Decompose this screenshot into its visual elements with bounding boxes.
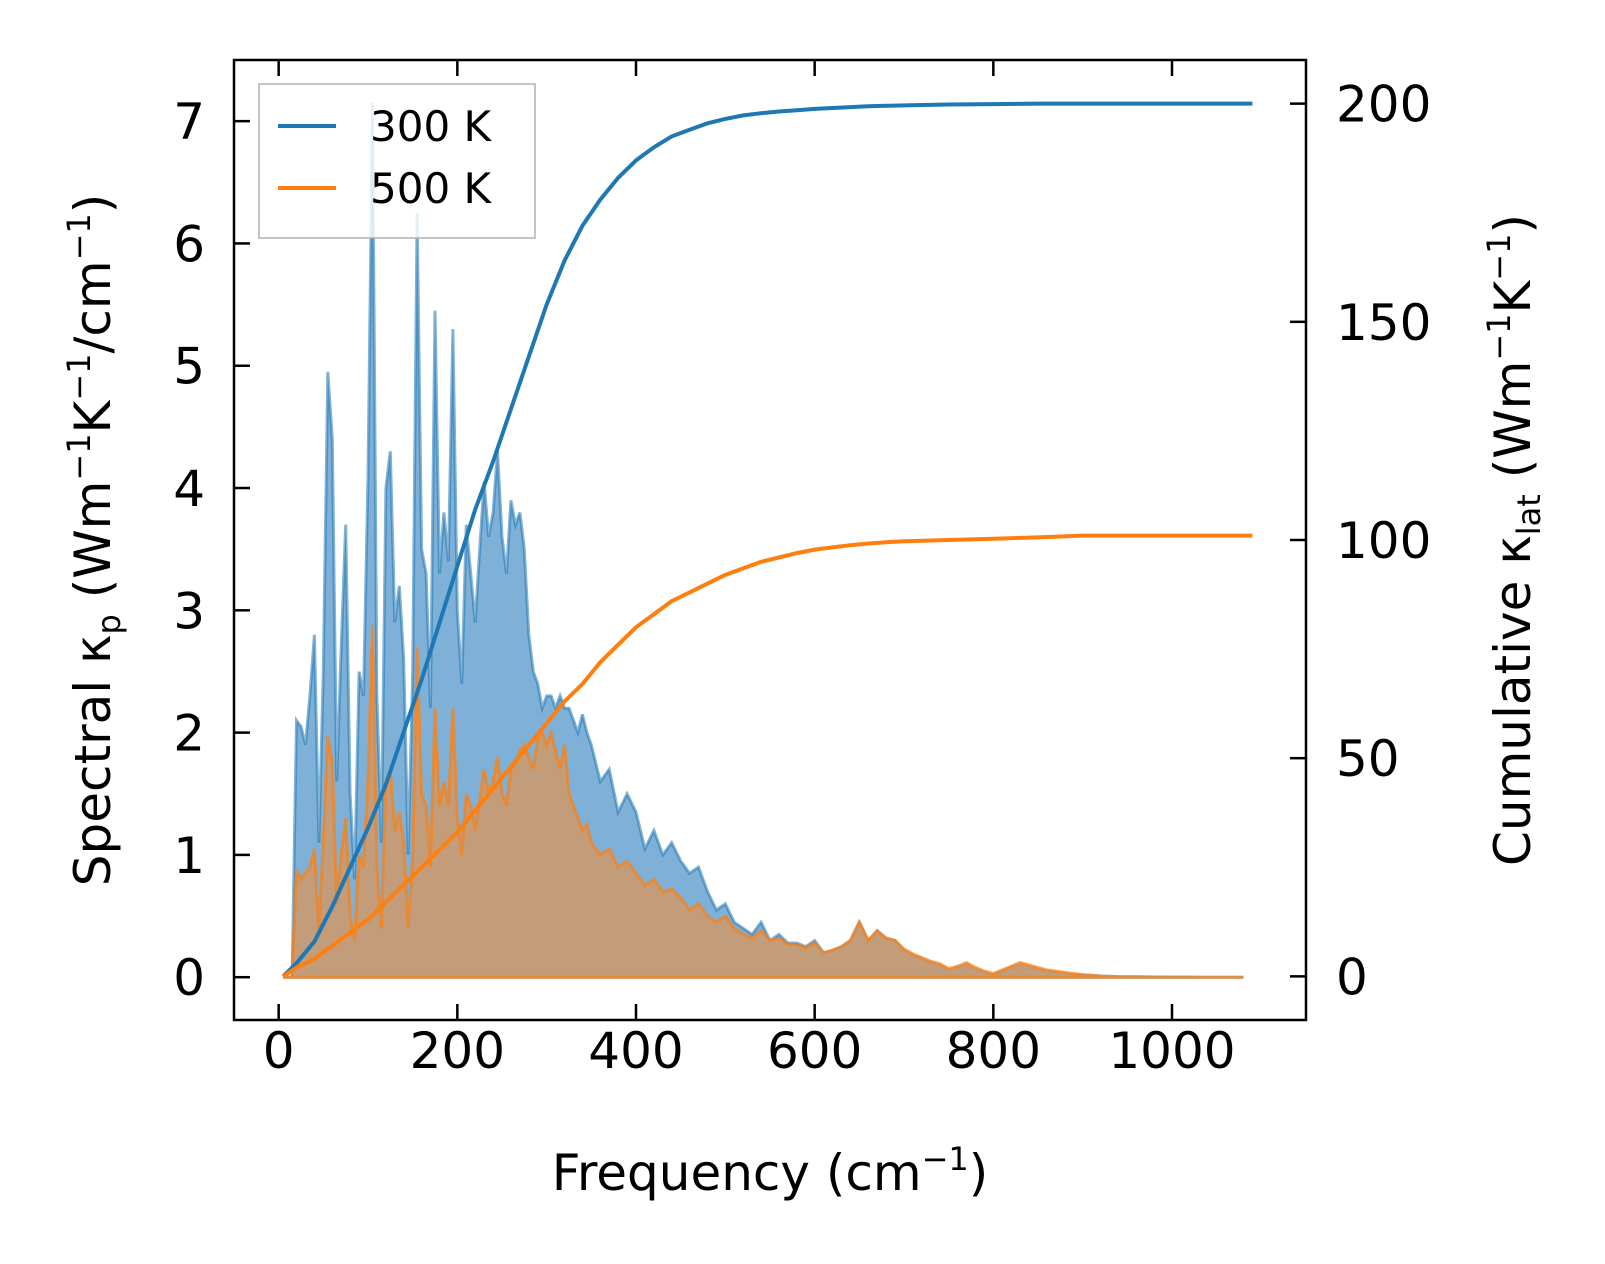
y-left-tick-label: 5	[173, 338, 205, 396]
cumulative-line-300K	[281, 101, 1253, 978]
x-tick-label: 1000	[1108, 1022, 1235, 1080]
cumulative-line-500K	[282, 533, 1253, 979]
cumulative-lines	[281, 101, 1253, 979]
y-left-tick-label: 1	[173, 827, 205, 885]
y-left-axis-title: Spectral κp (Wm−1K−1/cm−1)	[60, 194, 128, 887]
legend-label-500K: 500 K	[370, 164, 493, 213]
legend-box	[258, 83, 536, 239]
legend-label-300K: 300 K	[370, 102, 493, 151]
axis-tick-labels: 0 200 400 600 800 1000 0 1 2 3 4 5 6 7 0 50 100 150 200	[173, 76, 1431, 1080]
x-tick-label: 200	[410, 1022, 505, 1080]
x-tick-label: 400	[588, 1022, 683, 1080]
y-left-tick-label: 6	[173, 215, 205, 273]
axis-ticks	[234, 60, 1306, 1020]
y-left-tick-label: 2	[173, 705, 205, 763]
y-left-tick-label: 3	[173, 582, 205, 640]
y-right-tick-label: 0	[1336, 948, 1368, 1006]
y-right-axis-title: Cumulative κlat (Wm−1K−1)	[1480, 214, 1548, 866]
x-tick-label: 0	[263, 1022, 295, 1080]
y-right-tick-label: 100	[1336, 512, 1431, 570]
x-tick-label: 800	[946, 1022, 1041, 1080]
y-left-tick-label: 4	[173, 460, 205, 518]
y-left-tick-label: 0	[173, 949, 205, 1007]
y-right-tick-label: 50	[1336, 730, 1400, 788]
y-right-tick-label: 150	[1336, 294, 1431, 352]
y-left-tick-label: 7	[173, 93, 205, 151]
x-axis-title: Frequency (cm−1)	[552, 1140, 989, 1202]
x-tick-label: 600	[767, 1022, 862, 1080]
legend: 300 K 500 K	[258, 83, 536, 239]
y-right-tick-label: 200	[1336, 76, 1431, 134]
